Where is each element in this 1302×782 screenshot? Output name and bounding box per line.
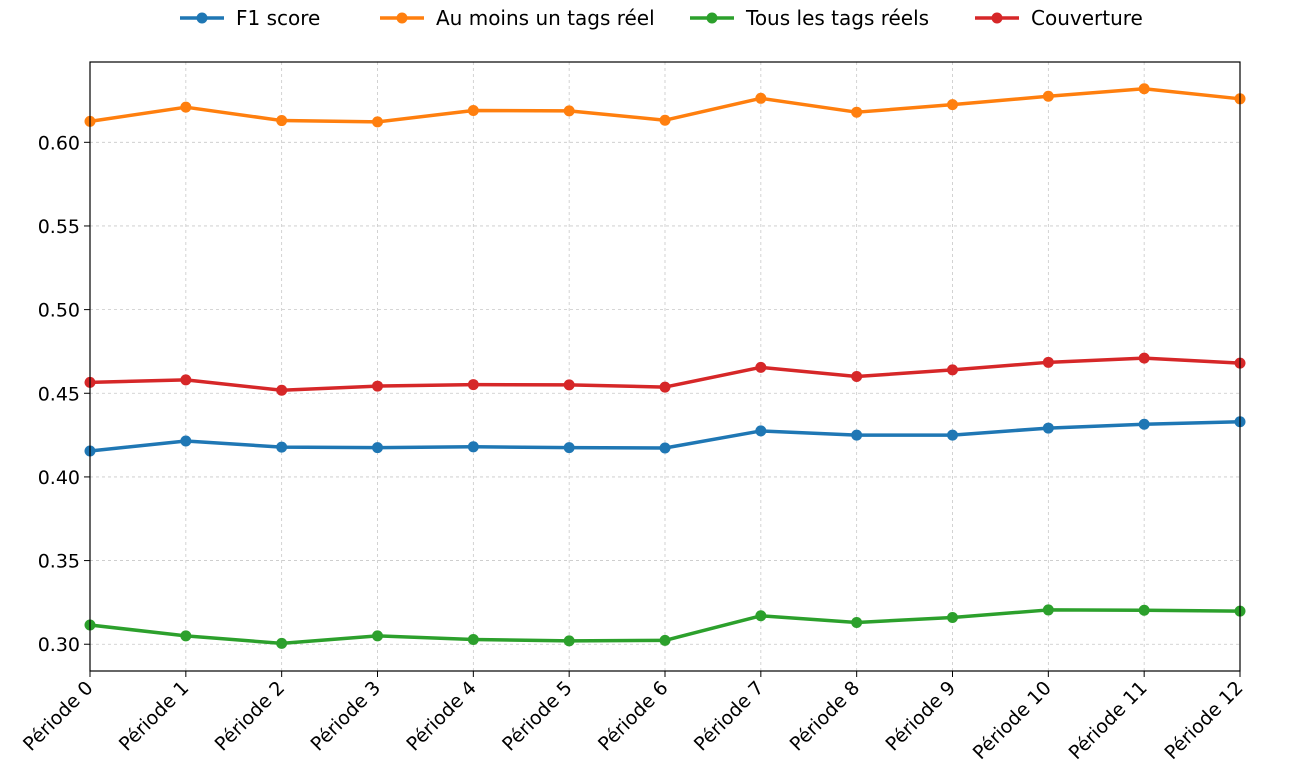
data-point — [467, 105, 479, 117]
data-point — [659, 114, 671, 126]
x-tick-label: Période 1 — [115, 677, 194, 756]
grid — [89, 62, 1241, 671]
x-tick-label: Période 6 — [594, 677, 673, 756]
y-tick-label: 0.40 — [38, 467, 80, 489]
data-point — [1138, 83, 1150, 95]
legend-item: F1 score — [180, 6, 320, 30]
data-point — [947, 429, 958, 441]
x-tick-label: Période 4 — [402, 677, 481, 756]
y-tick-label: 0.30 — [38, 634, 80, 656]
data-point — [659, 634, 671, 646]
data-point — [1042, 356, 1054, 368]
legend-label: Couverture — [1031, 6, 1143, 30]
series-3 — [84, 352, 1246, 396]
data-point — [1138, 418, 1150, 430]
y-tick-label: 0.45 — [38, 383, 80, 405]
series-group — [84, 83, 1246, 649]
data-point — [659, 442, 671, 454]
data-point — [755, 361, 767, 373]
data-point — [947, 364, 958, 376]
data-point — [947, 99, 958, 111]
data-point — [947, 611, 958, 623]
data-point — [659, 381, 671, 393]
data-point — [755, 425, 767, 437]
legend-label: F1 score — [236, 6, 320, 30]
x-tick-label: Période 2 — [211, 677, 290, 756]
x-tick-label: Période 12 — [1160, 677, 1247, 764]
legend-swatch-marker — [991, 12, 1003, 24]
y-tick-label: 0.60 — [38, 132, 80, 154]
x-tick-label: Période 0 — [19, 677, 98, 756]
data-point — [276, 441, 288, 453]
x-tick-label: Période 7 — [690, 677, 769, 756]
data-point — [180, 435, 192, 447]
data-point — [563, 442, 575, 454]
data-point — [851, 616, 863, 628]
legend-label: Au moins un tags réel — [436, 6, 655, 30]
data-point — [755, 92, 767, 104]
data-point — [276, 384, 288, 396]
data-point — [467, 441, 479, 453]
legend-swatch-marker — [396, 12, 408, 24]
data-point — [851, 371, 863, 383]
data-point — [180, 101, 192, 113]
legend-item: Couverture — [975, 6, 1143, 30]
y-tick-label: 0.50 — [38, 300, 80, 322]
data-point — [755, 610, 767, 622]
x-tick-label: Période 9 — [882, 677, 961, 756]
legend-item: Tous les tags réels — [690, 6, 929, 30]
data-point — [563, 105, 575, 117]
legend-label: Tous les tags réels — [745, 6, 929, 30]
data-point — [180, 630, 192, 642]
series-1 — [84, 83, 1246, 128]
data-point — [372, 380, 383, 392]
x-tick-label: Période 11 — [1065, 677, 1152, 764]
data-point — [851, 106, 863, 118]
x-tick-label: Période 5 — [498, 677, 577, 756]
data-point — [1042, 422, 1054, 434]
x-tick-label: Période 10 — [969, 677, 1056, 764]
data-point — [1042, 90, 1054, 102]
data-point — [1042, 604, 1054, 616]
data-point — [1138, 352, 1150, 364]
data-point — [851, 429, 863, 441]
data-point — [467, 379, 479, 391]
data-point — [372, 116, 383, 128]
x-tick-label: Période 3 — [307, 677, 386, 756]
data-point — [563, 635, 575, 647]
legend-swatch-marker — [196, 12, 208, 24]
data-point — [276, 115, 288, 127]
legend-item: Au moins un tags réel — [380, 6, 655, 30]
series-0 — [84, 416, 1246, 457]
legend: F1 score Au moins un tags réel Tous les ta… — [180, 6, 1143, 30]
x-tick-label: Période 8 — [786, 677, 865, 756]
legend-swatch-marker — [706, 12, 718, 24]
data-point — [372, 630, 383, 642]
data-point — [180, 374, 192, 386]
data-point — [276, 637, 288, 649]
data-point — [467, 634, 479, 646]
data-point — [563, 379, 575, 391]
data-point — [1138, 604, 1150, 616]
y-tick-label: 0.55 — [38, 216, 80, 238]
data-point — [372, 442, 383, 454]
y-tick-label: 0.35 — [38, 551, 80, 573]
series-2 — [84, 604, 1246, 649]
